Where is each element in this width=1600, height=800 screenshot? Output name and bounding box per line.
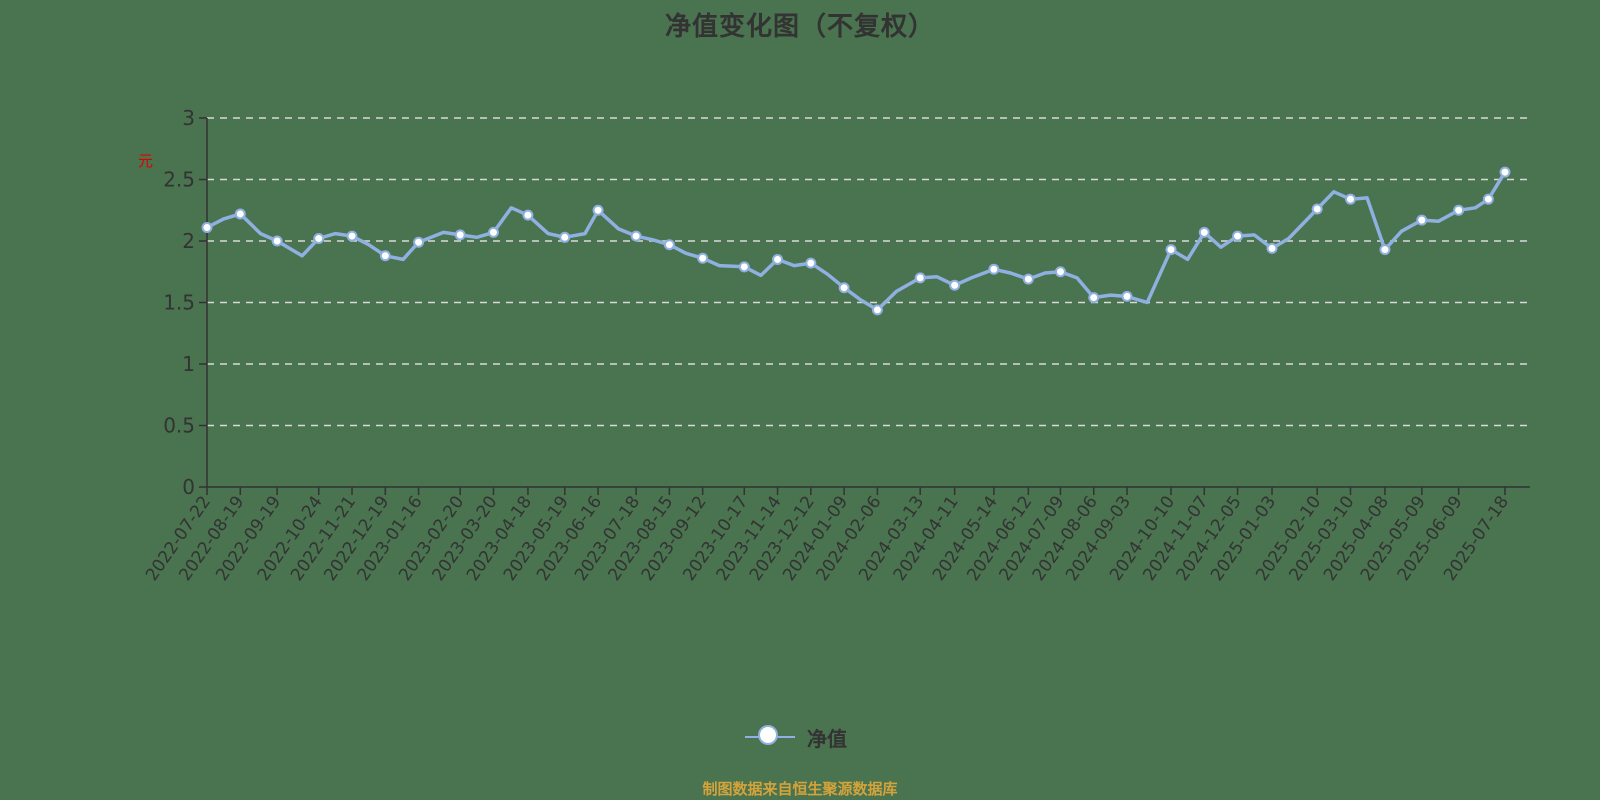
data-point-marker[interactable] <box>1379 244 1391 256</box>
data-point-marker[interactable] <box>663 239 675 251</box>
legend-item-nav[interactable]: 净值 <box>745 722 847 752</box>
data-point-marker[interactable] <box>559 231 571 243</box>
y-tick-label: 0.5 <box>163 414 195 438</box>
y-tick-label: 2.5 <box>163 168 195 192</box>
data-point-marker[interactable] <box>201 221 213 233</box>
chart-title: 净值变化图（不复权） <box>664 12 935 42</box>
data-point-marker[interactable] <box>1266 242 1278 254</box>
data-point-marker[interactable] <box>1088 292 1100 304</box>
data-point-marker[interactable] <box>346 230 358 242</box>
y-tick-label: 3 <box>182 106 195 130</box>
data-point-marker[interactable] <box>592 204 604 216</box>
series-line-nav[interactable] <box>206 171 1507 312</box>
legend-marker-icon <box>758 725 778 745</box>
data-point-marker[interactable] <box>522 209 534 221</box>
data-point-marker[interactable] <box>1416 214 1428 226</box>
data-point-marker[interactable] <box>697 252 709 264</box>
y-axis-unit: 元 <box>138 152 154 170</box>
x-axis-ticks: 2022-07-222022-08-192022-09-192022-10-24… <box>142 487 1513 585</box>
data-point-marker[interactable] <box>454 229 466 241</box>
data-markers[interactable] <box>201 166 1511 316</box>
data-point-marker[interactable] <box>1499 166 1511 178</box>
y-axis-ticks: 0 0.5 1 1.5 2 2.5 3 <box>163 106 207 499</box>
data-point-marker[interactable] <box>1198 226 1210 238</box>
data-source-note: 制图数据来自恒生聚源数据库 <box>702 780 898 798</box>
data-point-marker[interactable] <box>271 235 283 247</box>
data-point-marker[interactable] <box>1232 230 1244 242</box>
grid-lines <box>207 117 1530 427</box>
data-point-marker[interactable] <box>1344 193 1356 205</box>
data-point-marker[interactable] <box>838 282 850 294</box>
data-point-marker[interactable] <box>914 272 926 284</box>
y-tick-label: 2 <box>182 229 195 253</box>
data-point-marker[interactable] <box>313 233 325 245</box>
data-point-marker[interactable] <box>1453 204 1465 216</box>
data-point-marker[interactable] <box>379 250 391 262</box>
y-tick-label: 1 <box>182 352 195 376</box>
data-point-marker[interactable] <box>1022 273 1034 285</box>
data-point-marker[interactable] <box>949 279 961 291</box>
data-point-marker[interactable] <box>871 304 883 316</box>
data-point-marker[interactable] <box>772 253 784 265</box>
data-point-marker[interactable] <box>1311 203 1323 215</box>
data-point-marker[interactable] <box>630 230 642 242</box>
data-point-marker[interactable] <box>738 261 750 273</box>
data-point-marker[interactable] <box>1482 193 1494 205</box>
data-point-marker[interactable] <box>1054 266 1066 278</box>
data-point-marker[interactable] <box>1165 244 1177 256</box>
y-tick-label: 0 <box>182 475 195 499</box>
data-point-marker[interactable] <box>234 208 246 220</box>
data-point-marker[interactable] <box>1121 290 1133 302</box>
legend-line-icon <box>745 725 795 745</box>
y-tick-label: 1.5 <box>163 291 195 315</box>
data-point-marker[interactable] <box>413 236 425 248</box>
legend-label: 净值 <box>807 726 847 751</box>
data-point-marker[interactable] <box>487 226 499 238</box>
data-point-marker[interactable] <box>805 257 817 269</box>
data-point-marker[interactable] <box>988 263 1000 275</box>
